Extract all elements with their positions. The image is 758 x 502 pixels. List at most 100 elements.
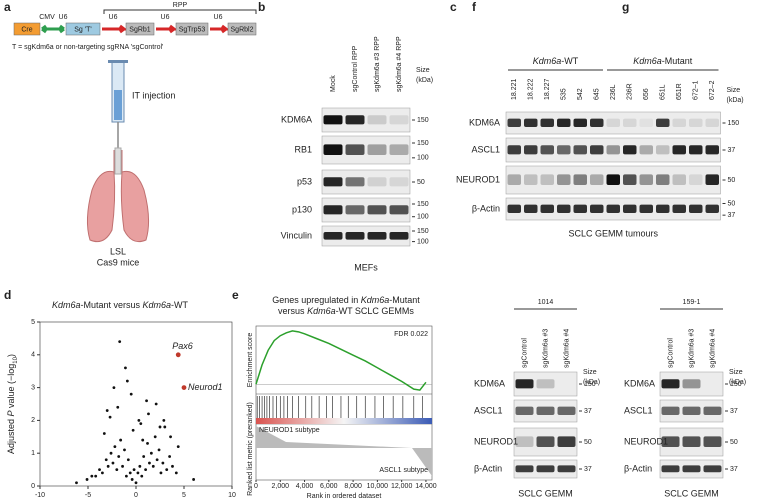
band [639,174,653,186]
band [573,118,587,127]
row-label: β-Actin [474,463,502,473]
size-label: 50 [728,177,736,184]
band [590,174,604,186]
point [108,415,112,419]
point [123,448,126,452]
lane-label: 535 [561,88,568,100]
x-tick-label: 14,000 [415,483,437,490]
chart-title: Genes upregulated in Kdm6a-Mutant [272,295,420,305]
size-header: (kDa) [729,379,746,386]
band [524,118,538,127]
size-label: 37 [584,408,592,415]
blot [321,225,411,247]
label-part: Kdm6a [533,56,562,66]
band [345,177,365,187]
lane-label: 672–1 [693,80,700,100]
zone-label: NEUROD1 subtype [259,427,320,434]
band [656,118,670,127]
point [119,438,123,442]
label-part: Kdm6a [361,295,390,305]
band [524,174,538,186]
panel-label: b [258,0,265,14]
label-part: Kdm6a [143,300,172,310]
point [151,464,155,468]
band [623,145,637,155]
band [345,232,365,240]
band [540,174,554,186]
construct-box [227,22,257,36]
construct-label: SgRb1 [129,26,151,33]
band [689,145,703,155]
band [389,144,409,156]
size-header: (kDa) [583,379,600,386]
label-part: Kdm6a [52,300,81,310]
row-label: KDM6A [469,117,500,127]
chart-title: Kdm6a-Mutant versus Kdm6a-WT [52,300,189,310]
syringe [108,60,128,150]
point [137,419,141,422]
point [134,481,138,485]
x-tick-label: 0 [134,492,138,499]
group-label: Kdm6a-WT [533,56,579,66]
label-part: Genes upregulated in [272,295,361,305]
construct-label: Sg 'T' [74,26,91,33]
band [623,174,637,186]
band [689,204,703,213]
band [672,204,686,213]
construct-label: Cre [21,26,32,33]
promoter-arrow [210,24,231,34]
group-label: Kdm6a-Mutant [633,56,693,66]
size-label: 50 [584,439,592,446]
point [159,471,163,475]
size-label: 100 [417,238,429,245]
band [656,174,670,186]
band [703,436,722,448]
size-label: 150 [417,117,429,124]
point [128,471,132,475]
band [656,204,670,213]
point [117,455,121,458]
y-tick-label: 0 [31,483,35,490]
point [142,455,146,458]
sample-label: 159-1 [683,299,701,306]
lane-label: 236L [610,84,617,100]
lane-label: 656 [643,88,650,100]
band [323,144,343,156]
point [130,478,134,481]
label-part: P [6,410,16,416]
lane-label: sgKdm6a #3 [542,329,549,368]
band [705,174,719,186]
band [367,177,387,187]
annotation: Neurod1 [188,382,223,392]
band [323,205,343,215]
promoter-arrow [41,24,65,34]
mouse-label: Cas9 mice [97,257,140,267]
size-label: 50 [730,439,738,446]
band [661,436,680,448]
lane-label: sgKdm6a #3 [688,329,695,368]
y-tick-label: 1 [31,450,35,457]
point [147,412,150,416]
step-label: IT injection [132,90,175,100]
band [606,145,620,155]
point [136,471,140,475]
lane-label: 542 [577,88,584,100]
footer: MEFs [354,262,378,272]
band [639,118,653,127]
lane-label: sgKdm6a #4 [563,329,570,368]
construct-label: U6 [109,14,118,21]
size-header: Size [729,369,743,376]
size-header: Size [583,369,597,376]
size-label: 150 [584,381,596,388]
plot-frame [255,325,433,481]
label-part: versus [278,306,307,316]
bracket [103,9,257,14]
construct-box [13,22,41,36]
point [162,419,166,422]
lane-label: Mock [330,75,337,92]
point [101,471,104,475]
band [703,465,722,473]
promoter-arrow [102,24,129,34]
panel-label: d [4,288,11,302]
size-label: 37 [728,147,736,154]
